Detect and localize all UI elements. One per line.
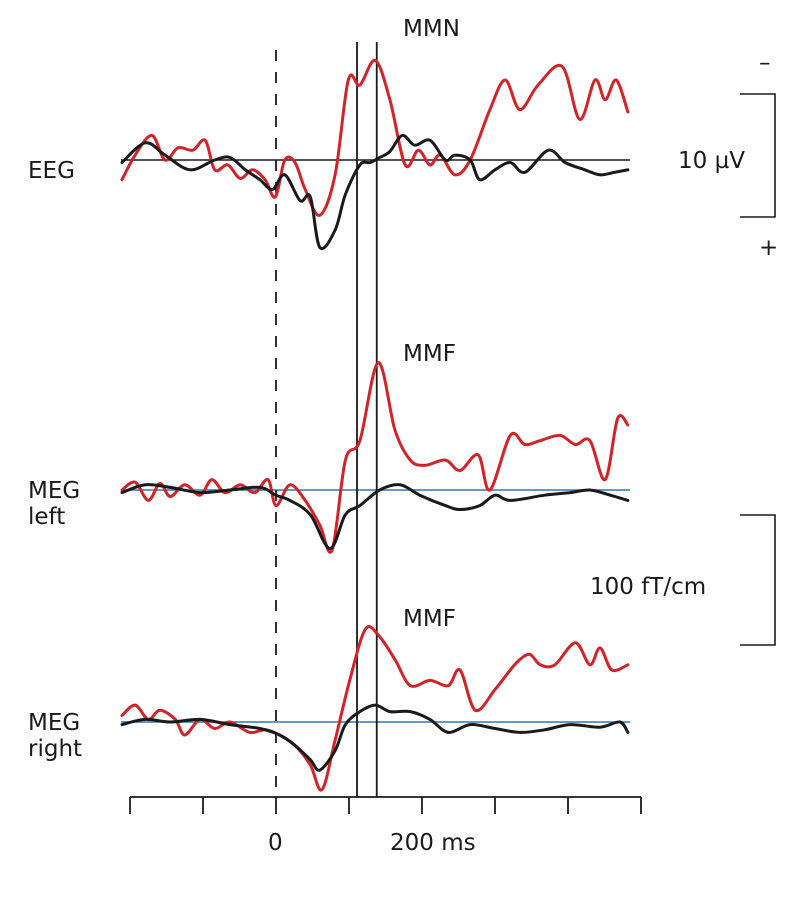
panel-label-meg-left-line2: left — [28, 504, 66, 530]
panel-label-meg-right-line2: right — [28, 736, 83, 762]
trace-meg-left-deviant — [120, 361, 630, 554]
panel-label-eeg: EEG — [28, 158, 75, 184]
panel-label-meg-right-line1: MEG — [28, 710, 81, 736]
component-label-mmf-left: MMF — [403, 341, 456, 367]
component-label-mmn: MMN — [403, 16, 460, 42]
eeg-scale-bracket — [740, 93, 776, 218]
trace-eeg-standard — [120, 133, 630, 251]
trace-meg-right-deviant — [120, 625, 630, 792]
trace-meg-right-standard — [120, 703, 630, 772]
eeg-scale-plus: + — [759, 235, 779, 261]
eeg-scale-label: 10 µV — [678, 148, 745, 174]
trace-eeg-deviant — [120, 58, 630, 217]
panel-label-meg-left-line1: MEG — [28, 478, 81, 504]
x-tick-label-0: 0 — [268, 830, 283, 856]
eeg-scale-minus: – — [759, 50, 771, 76]
meg-scale-bracket — [740, 514, 776, 646]
x-tick-label-200: 200 ms — [390, 830, 476, 856]
trace-meg-left-standard — [120, 483, 630, 550]
meg-scale-label: 100 fT/cm — [590, 574, 707, 600]
component-label-mmf-right: MMF — [403, 606, 456, 632]
